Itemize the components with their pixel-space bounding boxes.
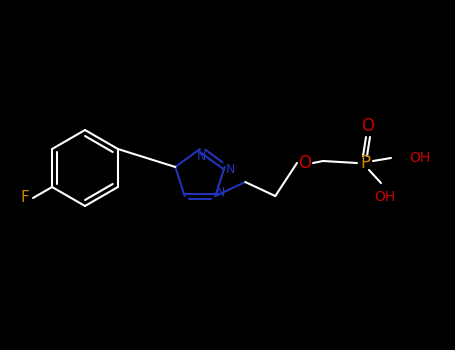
Text: P: P — [360, 154, 370, 172]
Text: OH: OH — [409, 151, 430, 165]
Text: N: N — [226, 163, 235, 176]
Text: N: N — [216, 186, 225, 198]
Text: OH: OH — [374, 190, 396, 204]
Text: N: N — [196, 150, 206, 163]
Text: O: O — [298, 154, 312, 172]
Text: O: O — [362, 117, 374, 135]
Text: F: F — [20, 190, 30, 205]
